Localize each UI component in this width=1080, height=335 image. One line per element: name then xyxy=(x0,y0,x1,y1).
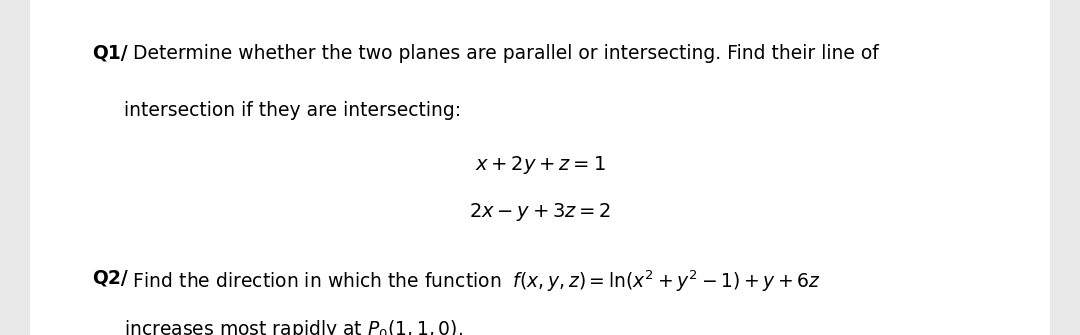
Text: Q2/: Q2/ xyxy=(92,268,127,287)
Text: Determine whether the two planes are parallel or intersecting. Find their line o: Determine whether the two planes are par… xyxy=(127,44,879,63)
Text: Find the direction in which the function  $f(x, y, z) = \mathrm{ln}(x^2 + y^2 - : Find the direction in which the function… xyxy=(127,268,822,293)
Text: intersection if they are intersecting:: intersection if they are intersecting: xyxy=(124,100,461,120)
Text: $2x - y + 3z = 2$: $2x - y + 3z = 2$ xyxy=(469,201,611,223)
Text: Q1/: Q1/ xyxy=(92,44,127,63)
Text: increases most rapidly at $P_0(1,1,0)$.: increases most rapidly at $P_0(1,1,0)$. xyxy=(124,318,463,335)
FancyBboxPatch shape xyxy=(30,0,1050,335)
Text: $x + 2y + z = 1$: $x + 2y + z = 1$ xyxy=(475,154,605,176)
